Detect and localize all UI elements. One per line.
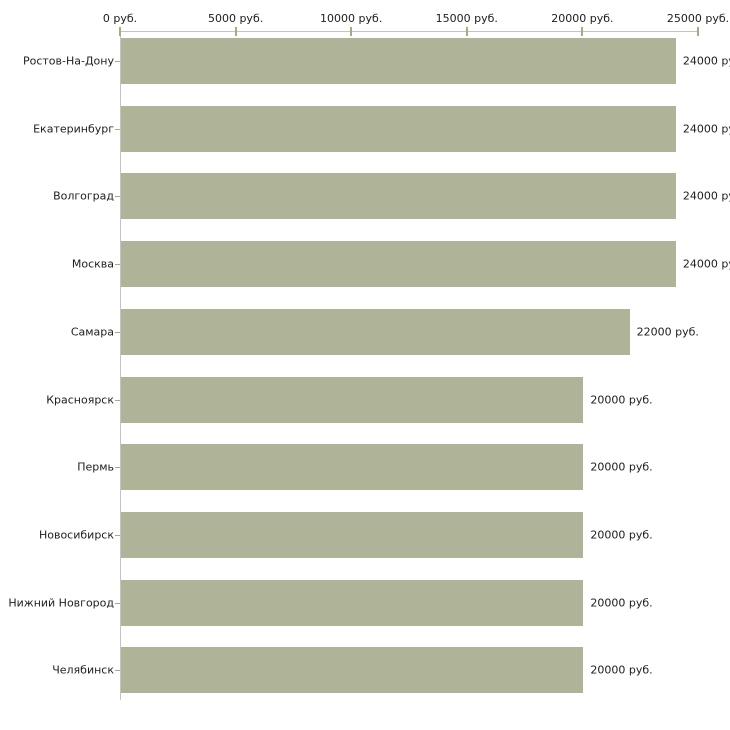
y-axis-tick — [115, 670, 120, 672]
y-axis-tick — [115, 264, 120, 266]
category-label: Красноярск — [46, 393, 114, 406]
category-label: Новосибирск — [38, 528, 114, 542]
y-axis-tick — [115, 196, 120, 198]
y-axis-tick — [115, 128, 120, 130]
value-label: 24000 руб. — [682, 257, 730, 271]
x-axis-tick — [234, 27, 237, 36]
x-axis-tick — [697, 27, 699, 36]
value-label: 20000 руб. — [590, 528, 653, 542]
value-label: 20000 руб. — [590, 393, 653, 406]
bar — [121, 647, 584, 694]
category-label: Самара — [70, 325, 114, 339]
x-axis-line — [120, 31, 698, 32]
y-axis-tick — [115, 61, 120, 62]
bar — [121, 241, 676, 288]
bar-row: Челябинск 20000 руб. — [0, 647, 730, 694]
y-axis-line — [120, 31, 121, 700]
value-label: 20000 руб. — [590, 460, 653, 474]
bar-row: Красноярск 20000 руб. — [0, 376, 730, 423]
value-label: 20000 руб. — [590, 596, 653, 610]
bar — [121, 444, 584, 491]
bar — [121, 511, 584, 558]
bar-row: Москва 24000 руб. — [0, 241, 730, 288]
category-label: Екатеринбург — [33, 122, 114, 136]
category-label: Пермь — [77, 460, 114, 474]
x-axis-tick — [119, 27, 121, 36]
bar — [121, 376, 584, 423]
x-axis-tick-label: 10000 руб. — [320, 12, 383, 25]
y-axis-tick — [115, 534, 120, 536]
category-label: Москва — [71, 257, 114, 271]
x-axis-tick-label: 0 руб. — [102, 12, 138, 25]
x-axis-tick — [465, 27, 468, 36]
value-label: 24000 руб. — [682, 54, 730, 68]
y-axis-tick — [115, 331, 120, 333]
x-axis-tick-label: 20000 руб. — [551, 12, 614, 25]
bar-row: Нижний Новгород 20000 руб. — [0, 579, 730, 626]
value-label: 24000 руб. — [682, 122, 730, 136]
x-axis-tick-label: 5000 руб. — [207, 12, 264, 25]
category-label: Волгоград — [53, 189, 114, 203]
bar-row: Пермь 20000 руб. — [0, 444, 730, 491]
y-axis-tick — [115, 602, 120, 604]
y-axis-tick — [115, 399, 120, 401]
category-label: Нижний Новгород — [8, 596, 114, 610]
bar — [121, 173, 676, 220]
x-axis-tick-label: 25000 руб. — [666, 12, 730, 25]
bar — [121, 579, 584, 626]
x-axis-tick — [350, 27, 353, 36]
category-label: Ростов-На-Дону — [22, 54, 114, 68]
y-axis-tick — [115, 467, 120, 469]
bar — [121, 38, 676, 84]
x-axis-tick-label: 15000 руб. — [435, 12, 498, 25]
bar-row: Новосибирск 20000 руб. — [0, 511, 730, 558]
bar-row: Самара 22000 руб. — [0, 308, 730, 355]
value-label: 22000 руб. — [636, 325, 699, 339]
x-axis-tick — [581, 27, 584, 36]
value-label: 20000 руб. — [590, 663, 653, 677]
category-label: Челябинск — [52, 663, 114, 677]
bar — [121, 308, 630, 355]
bar-row: Екатеринбург 24000 руб. — [0, 105, 730, 152]
bar-row: Ростов-На-Дону 24000 руб. — [0, 38, 730, 84]
bar — [121, 105, 676, 152]
value-label: 24000 руб. — [682, 189, 730, 203]
bar-row: Волгоград 24000 руб. — [0, 173, 730, 220]
